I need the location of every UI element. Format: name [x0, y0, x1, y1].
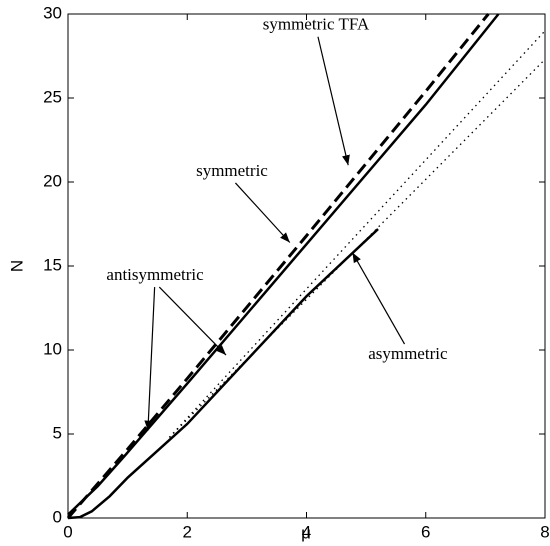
annotation: symmetric TFA [263, 15, 370, 34]
y-tick-label: 15 [43, 255, 62, 274]
y-tick-label: 0 [53, 507, 62, 526]
annotation: symmetric [196, 161, 268, 180]
x-tick-label: 6 [421, 522, 430, 541]
line-series [67, 228, 379, 520]
y-tick-label: 25 [43, 87, 62, 106]
y-tick-label: 30 [43, 3, 62, 22]
annotation-arrow [234, 182, 291, 243]
annotation-arrow [351, 252, 406, 345]
annotation-arrow [317, 36, 350, 166]
annotation-arrow [158, 286, 227, 356]
annotation: asymmetric [368, 344, 448, 363]
line-series [168, 58, 546, 438]
line-series [168, 30, 546, 438]
annotation: antisymmetric [106, 265, 204, 284]
x-axis-label: μ [301, 523, 311, 542]
line-series [67, 13, 500, 516]
line-series [66, 13, 490, 519]
x-tick-label: 2 [183, 522, 192, 541]
x-tick-label: 8 [540, 522, 549, 541]
y-axis-label: N [7, 260, 26, 272]
y-tick-label: 10 [43, 339, 62, 358]
x-tick-label: 4 [302, 522, 311, 541]
y-tick-label: 20 [43, 171, 62, 190]
annotation-arrow [144, 287, 156, 431]
y-tick-label: 5 [53, 423, 62, 442]
x-tick-label: 0 [63, 522, 72, 541]
